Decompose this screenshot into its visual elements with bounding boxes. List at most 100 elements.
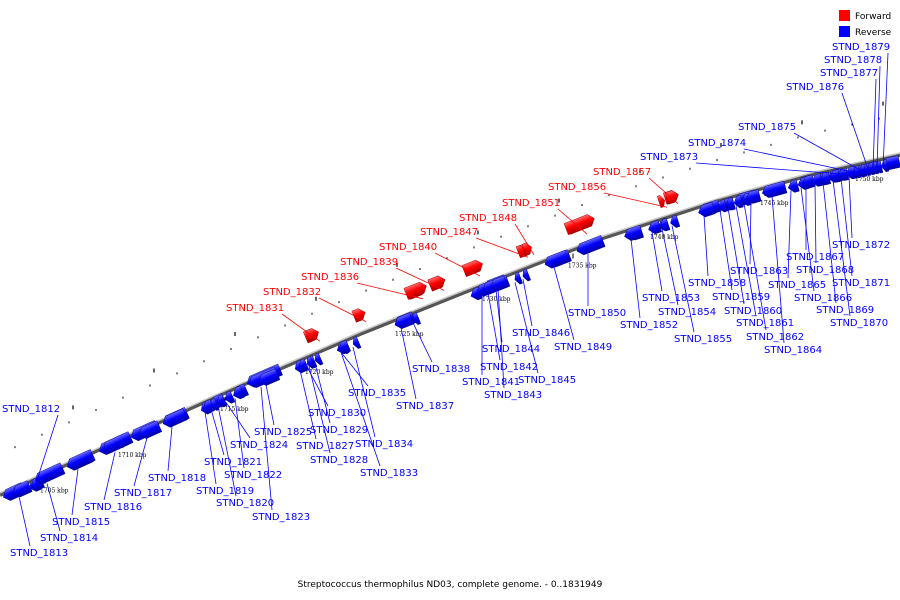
gene-label[interactable]: STND_1868 <box>796 265 854 276</box>
gene-feature-reverse[interactable] <box>733 195 744 209</box>
gene-label[interactable]: STND_1866 <box>794 293 852 304</box>
gene-feature-reverse[interactable] <box>393 312 415 331</box>
gene-label[interactable]: STND_1859 <box>712 292 770 303</box>
gene-label[interactable]: STND_1874 <box>688 138 746 149</box>
gene-label[interactable]: STND_1852 <box>620 320 678 331</box>
gene-label[interactable]: STND_1830 <box>308 408 366 419</box>
gene-label[interactable]: STND_1831 <box>226 303 284 314</box>
gene-label[interactable]: STND_1814 <box>40 533 98 544</box>
gene-feature-reverse[interactable] <box>231 385 246 401</box>
gene-label[interactable]: STND_1875 <box>738 122 796 133</box>
gene-label[interactable]: STND_1813 <box>10 548 68 559</box>
gene-label[interactable]: STND_1823 <box>252 512 310 523</box>
gene-label[interactable]: STND_1812 <box>2 404 60 415</box>
gene-label[interactable]: STND_1829 <box>310 425 368 436</box>
gene-label[interactable]: STND_1853 <box>642 293 700 304</box>
gene-feature-reverse[interactable] <box>469 286 483 302</box>
gene-feature-forward[interactable] <box>427 274 447 292</box>
gene-label[interactable]: STND_1854 <box>658 307 716 318</box>
gene-label[interactable]: STND_1873 <box>640 152 698 163</box>
gene-feature-reverse[interactable] <box>215 394 228 408</box>
gene-feature-reverse[interactable] <box>725 197 736 212</box>
gene-label[interactable]: STND_1842 <box>480 362 538 373</box>
gene-label[interactable]: STND_1828 <box>310 455 368 466</box>
gene-label[interactable]: STND_1871 <box>832 278 890 289</box>
gene-label[interactable]: STND_1848 <box>459 213 517 224</box>
gene-label[interactable]: STND_1839 <box>340 257 398 268</box>
gene-label[interactable]: STND_1865 <box>768 280 826 291</box>
gene-feature-reverse[interactable] <box>489 275 509 293</box>
gene-label[interactable]: STND_1840 <box>379 242 437 253</box>
gene-label[interactable]: STND_1846 <box>512 328 570 339</box>
gene-feature-forward[interactable] <box>515 244 528 259</box>
gene-feature-reverse[interactable] <box>828 169 842 184</box>
gene-label[interactable]: STND_1877 <box>820 68 878 79</box>
gene-feature-reverse[interactable] <box>101 431 134 455</box>
gene-label[interactable]: STND_1862 <box>746 332 804 343</box>
gene-label[interactable]: STND_1869 <box>816 305 874 316</box>
gene-label[interactable]: STND_1849 <box>554 342 612 353</box>
gene-label[interactable]: STND_1819 <box>196 486 254 497</box>
gene-feature-reverse[interactable] <box>852 165 862 179</box>
gene-label[interactable]: STND_1843 <box>484 390 542 401</box>
gene-feature-reverse[interactable] <box>521 268 531 282</box>
gene-label[interactable]: STND_1856 <box>548 182 606 193</box>
gene-feature-reverse[interactable] <box>65 449 96 472</box>
gene-feature-reverse[interactable] <box>223 390 236 405</box>
gene-label[interactable]: STND_1861 <box>736 318 794 329</box>
gene-label[interactable]: STND_1825 <box>254 427 312 438</box>
gene-feature-reverse[interactable] <box>623 225 644 242</box>
gene-feature-reverse[interactable] <box>313 352 324 366</box>
gene-feature-reverse[interactable] <box>761 180 788 199</box>
gene-feature-reverse[interactable] <box>305 356 316 369</box>
gene-label[interactable]: STND_1833 <box>360 468 418 479</box>
gene-label[interactable]: STND_1845 <box>518 375 576 386</box>
gene-label[interactable]: STND_1858 <box>688 278 746 289</box>
gene-feature-reverse[interactable] <box>513 271 523 285</box>
gene-label[interactable]: STND_1876 <box>786 82 844 93</box>
gene-label[interactable]: STND_1838 <box>412 364 470 375</box>
gene-label[interactable]: STND_1816 <box>84 502 142 513</box>
gene-label[interactable]: STND_1841 <box>462 377 520 388</box>
gene-feature-reverse[interactable] <box>297 358 310 373</box>
gene-feature-reverse[interactable] <box>787 179 800 194</box>
gene-feature-reverse[interactable] <box>810 173 824 188</box>
gene-feature-reverse[interactable] <box>575 235 606 256</box>
gene-feature-reverse[interactable] <box>257 368 281 388</box>
gene-label[interactable]: STND_1844 <box>482 344 540 355</box>
gene-feature-reverse[interactable] <box>745 189 762 205</box>
gene-label[interactable]: STND_1827 <box>296 441 354 452</box>
gene-feature-reverse[interactable] <box>543 249 570 270</box>
gene-label[interactable]: STND_1818 <box>148 473 206 484</box>
gene-feature-forward[interactable] <box>461 258 485 277</box>
gene-label[interactable]: STND_1863 <box>730 266 788 277</box>
gene-feature-reverse[interactable] <box>801 174 816 190</box>
gene-feature-reverse[interactable] <box>11 480 33 499</box>
gene-label[interactable]: STND_1864 <box>764 345 822 356</box>
gene-label[interactable]: STND_1870 <box>830 318 888 329</box>
gene-label[interactable]: STND_1847 <box>420 227 478 238</box>
gene-feature-reverse[interactable] <box>209 398 220 411</box>
gene-label[interactable]: STND_1857 <box>593 167 651 178</box>
gene-feature-reverse[interactable] <box>862 163 872 177</box>
gene-label[interactable]: STND_1860 <box>724 306 782 317</box>
gene-feature-forward[interactable] <box>403 280 429 300</box>
gene-feature-reverse[interactable] <box>818 171 832 186</box>
gene-feature-reverse[interactable] <box>411 312 422 325</box>
gene-label[interactable]: STND_1832 <box>263 287 321 298</box>
gene-label[interactable]: STND_1824 <box>230 440 288 451</box>
gene-label[interactable]: STND_1872 <box>832 240 890 251</box>
gene-label[interactable]: STND_1821 <box>204 457 262 468</box>
gene-label[interactable]: STND_1822 <box>224 470 282 481</box>
gene-label[interactable]: STND_1850 <box>568 308 626 319</box>
gene-label[interactable]: STND_1837 <box>396 401 454 412</box>
gene-feature-reverse[interactable] <box>351 336 362 349</box>
gene-label[interactable]: STND_1836 <box>301 272 359 283</box>
gene-feature-forward[interactable] <box>351 307 368 323</box>
gene-feature-reverse[interactable] <box>137 420 163 441</box>
gene-label[interactable]: STND_1835 <box>348 388 406 399</box>
gene-feature-reverse[interactable] <box>337 339 352 355</box>
gene-label[interactable]: STND_1878 <box>824 55 882 66</box>
gene-feature-forward[interactable] <box>563 213 596 236</box>
gene-label[interactable]: STND_1879 <box>832 42 890 53</box>
